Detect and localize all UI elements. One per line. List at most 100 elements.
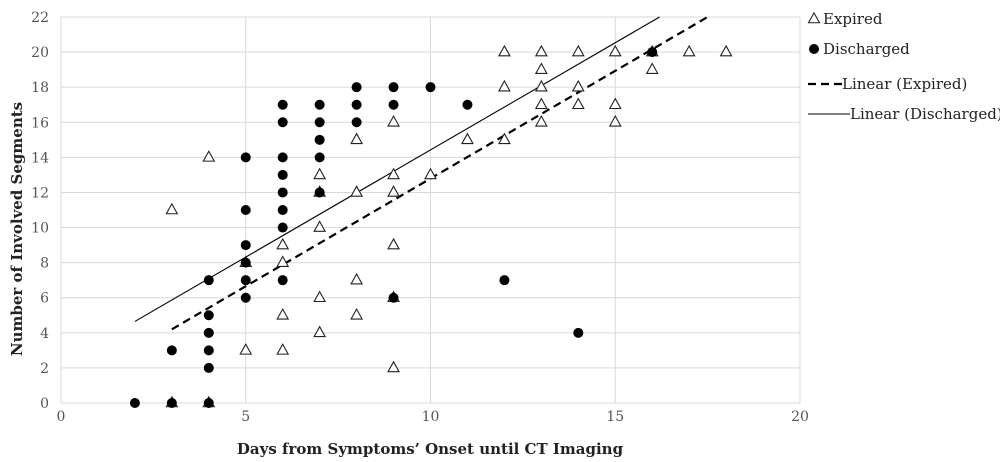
discharged-point <box>277 99 288 110</box>
discharged-point <box>573 327 584 338</box>
discharged-point <box>166 345 177 356</box>
expired-point <box>387 185 400 197</box>
expired-point <box>239 343 253 355</box>
legend-label: Expired <box>823 10 883 28</box>
expired-point <box>534 62 548 74</box>
expired-point <box>534 79 548 92</box>
discharged-point <box>388 99 399 110</box>
discharged-point <box>314 99 325 110</box>
x-tick-label: 0 <box>57 409 66 425</box>
data-points <box>129 44 733 408</box>
expired-point <box>165 202 179 215</box>
expired-point <box>645 62 659 74</box>
discharged-point <box>351 82 362 93</box>
y-tick-label: 4 <box>40 326 49 342</box>
discharged-point <box>203 362 214 373</box>
discharged-point <box>388 292 399 303</box>
expired-point <box>276 255 290 267</box>
discharged-point <box>314 117 325 128</box>
y-tick-label: 0 <box>40 396 49 412</box>
y-tick-label: 18 <box>31 80 49 96</box>
expired-point <box>571 79 585 92</box>
y-tick-label: 22 <box>31 10 49 26</box>
expired-point <box>534 115 548 127</box>
discharged-point <box>240 240 251 251</box>
expired-point <box>719 44 733 57</box>
discharged-point <box>647 47 658 58</box>
discharged-point <box>351 117 362 128</box>
discharged-point <box>166 398 177 408</box>
discharged-point <box>499 275 510 286</box>
expired-point <box>387 237 400 250</box>
y-axis-title: Number of Involved Segments <box>8 102 26 356</box>
y-tick-label: 14 <box>31 150 49 166</box>
y-tick-label: 2 <box>40 361 49 377</box>
y-tick-label: 8 <box>40 256 49 272</box>
expired-point <box>350 272 364 285</box>
expired-point <box>350 308 364 320</box>
expired-point <box>571 44 585 57</box>
trendline-expired <box>171 16 709 331</box>
y-tick-label: 16 <box>31 115 49 131</box>
discharged-point <box>203 310 214 321</box>
expired-point <box>534 97 548 110</box>
discharged-point <box>314 152 325 163</box>
trendline-discharged <box>134 16 660 322</box>
legend-discharged-marker <box>809 44 819 54</box>
discharged-point <box>203 398 214 408</box>
expired-point <box>682 44 696 57</box>
expired-point <box>313 167 327 180</box>
discharged-point <box>351 99 362 110</box>
discharged-point <box>277 205 288 215</box>
discharged-point <box>277 275 288 286</box>
y-tick-label: 10 <box>31 221 49 237</box>
expired-point <box>387 360 400 373</box>
discharged-point <box>129 398 140 408</box>
legend-label: Linear (Expired) <box>842 75 967 93</box>
expired-point <box>608 44 622 57</box>
expired-point <box>313 220 327 232</box>
discharged-point <box>203 345 214 356</box>
expired-point <box>571 97 585 110</box>
discharged-point <box>277 187 288 198</box>
expired-point <box>276 237 290 250</box>
expired-point <box>387 167 400 180</box>
discharged-point <box>240 292 251 303</box>
legend-label: Linear (Discharged) <box>850 105 1000 123</box>
expired-point <box>313 290 327 303</box>
expired-point <box>534 44 548 57</box>
discharged-point <box>425 82 436 93</box>
expired-point <box>276 308 290 320</box>
trendlines <box>134 16 709 331</box>
x-axis-title: Days from Symptoms’ Onset until CT Imagi… <box>237 440 624 458</box>
expired-point <box>461 132 474 145</box>
y-tick-label: 12 <box>31 185 49 201</box>
legend-label: Discharged <box>823 40 910 58</box>
x-tick-label: 20 <box>791 409 809 425</box>
discharged-point <box>462 99 473 110</box>
x-tick-label: 15 <box>606 409 624 425</box>
discharged-point <box>314 187 325 198</box>
expired-point <box>202 150 216 162</box>
x-tick-label: 10 <box>422 409 440 425</box>
discharged-point <box>240 205 251 215</box>
expired-point <box>313 325 327 338</box>
y-tick-label: 6 <box>40 291 49 307</box>
discharged-point <box>277 152 288 163</box>
expired-point <box>608 115 622 127</box>
discharged-point <box>240 257 251 268</box>
expired-point <box>497 44 511 57</box>
expired-point <box>497 79 511 92</box>
discharged-point <box>388 82 399 93</box>
discharged-point <box>240 152 251 163</box>
legend: Expired Discharged Linear (Expired) Linear … <box>807 10 1000 123</box>
discharged-point <box>277 117 288 128</box>
expired-point <box>276 343 290 355</box>
expired-point <box>497 132 511 145</box>
expired-point <box>387 115 400 127</box>
expired-point <box>350 185 364 197</box>
discharged-point <box>277 169 288 180</box>
expired-point <box>608 97 622 110</box>
y-tick-label: 20 <box>31 45 49 61</box>
